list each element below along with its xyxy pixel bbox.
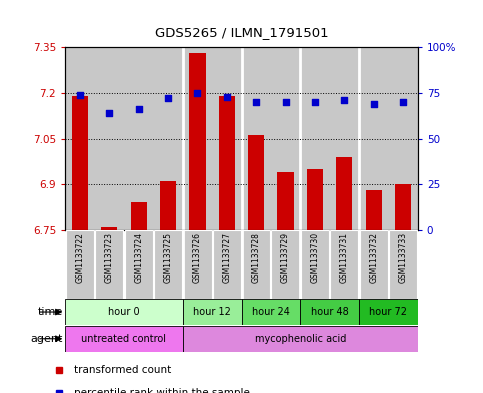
- Bar: [359, 47, 388, 230]
- FancyBboxPatch shape: [95, 230, 123, 299]
- Bar: [72, 96, 88, 230]
- FancyBboxPatch shape: [242, 299, 300, 325]
- Bar: [248, 136, 264, 230]
- Bar: [124, 47, 154, 230]
- Point: [252, 99, 260, 105]
- Point: [341, 97, 348, 103]
- Text: hour 24: hour 24: [252, 307, 290, 317]
- FancyBboxPatch shape: [300, 299, 359, 325]
- Bar: [95, 47, 124, 230]
- Bar: [130, 202, 147, 230]
- FancyBboxPatch shape: [65, 326, 183, 352]
- FancyBboxPatch shape: [213, 230, 241, 299]
- Bar: [271, 47, 300, 230]
- Text: time: time: [38, 307, 63, 317]
- Bar: [189, 53, 205, 230]
- FancyBboxPatch shape: [330, 230, 358, 299]
- FancyBboxPatch shape: [271, 230, 299, 299]
- Text: GSM1133728: GSM1133728: [252, 232, 261, 283]
- Text: hour 0: hour 0: [108, 307, 140, 317]
- Text: GSM1133722: GSM1133722: [75, 232, 85, 283]
- FancyBboxPatch shape: [66, 230, 94, 299]
- Bar: [395, 184, 411, 230]
- Bar: [388, 47, 418, 230]
- Text: GSM1133733: GSM1133733: [398, 232, 408, 283]
- Text: transformed count: transformed count: [73, 365, 171, 375]
- Text: GSM1133725: GSM1133725: [164, 232, 172, 283]
- FancyBboxPatch shape: [242, 230, 270, 299]
- Point: [223, 94, 231, 100]
- Text: GSM1133726: GSM1133726: [193, 232, 202, 283]
- Bar: [219, 96, 235, 230]
- Point: [311, 99, 319, 105]
- Text: percentile rank within the sample: percentile rank within the sample: [73, 388, 250, 393]
- Bar: [183, 47, 212, 230]
- Bar: [366, 190, 382, 230]
- FancyBboxPatch shape: [301, 230, 329, 299]
- Point: [370, 101, 378, 107]
- Point: [76, 92, 84, 98]
- Point: [105, 110, 113, 116]
- Text: hour 72: hour 72: [369, 307, 408, 317]
- Bar: [65, 47, 95, 230]
- Bar: [300, 47, 330, 230]
- FancyBboxPatch shape: [183, 299, 242, 325]
- Text: GSM1133723: GSM1133723: [105, 232, 114, 283]
- Bar: [101, 227, 117, 230]
- Bar: [154, 47, 183, 230]
- FancyBboxPatch shape: [183, 326, 418, 352]
- Bar: [242, 47, 271, 230]
- Text: GSM1133731: GSM1133731: [340, 232, 349, 283]
- Text: hour 48: hour 48: [311, 307, 349, 317]
- Text: hour 12: hour 12: [193, 307, 231, 317]
- Bar: [278, 172, 294, 230]
- FancyBboxPatch shape: [359, 299, 418, 325]
- FancyBboxPatch shape: [65, 299, 183, 325]
- Point: [399, 99, 407, 105]
- Text: GSM1133727: GSM1133727: [222, 232, 231, 283]
- Point: [282, 99, 289, 105]
- FancyBboxPatch shape: [154, 230, 182, 299]
- FancyBboxPatch shape: [360, 230, 388, 299]
- Text: GDS5265 / ILMN_1791501: GDS5265 / ILMN_1791501: [155, 26, 328, 39]
- Text: GSM1133730: GSM1133730: [311, 232, 319, 283]
- Bar: [307, 169, 323, 230]
- Point: [194, 90, 201, 96]
- Point: [164, 95, 172, 101]
- Bar: [330, 47, 359, 230]
- FancyBboxPatch shape: [184, 230, 212, 299]
- Bar: [160, 181, 176, 230]
- Bar: [212, 47, 242, 230]
- Text: GSM1133724: GSM1133724: [134, 232, 143, 283]
- Text: GSM1133729: GSM1133729: [281, 232, 290, 283]
- Bar: [336, 157, 353, 230]
- Text: mycophenolic acid: mycophenolic acid: [255, 334, 346, 344]
- Text: agent: agent: [30, 334, 63, 344]
- FancyBboxPatch shape: [389, 230, 417, 299]
- Text: untreated control: untreated control: [82, 334, 167, 344]
- FancyBboxPatch shape: [125, 230, 153, 299]
- Point: [135, 106, 142, 112]
- Text: GSM1133732: GSM1133732: [369, 232, 378, 283]
